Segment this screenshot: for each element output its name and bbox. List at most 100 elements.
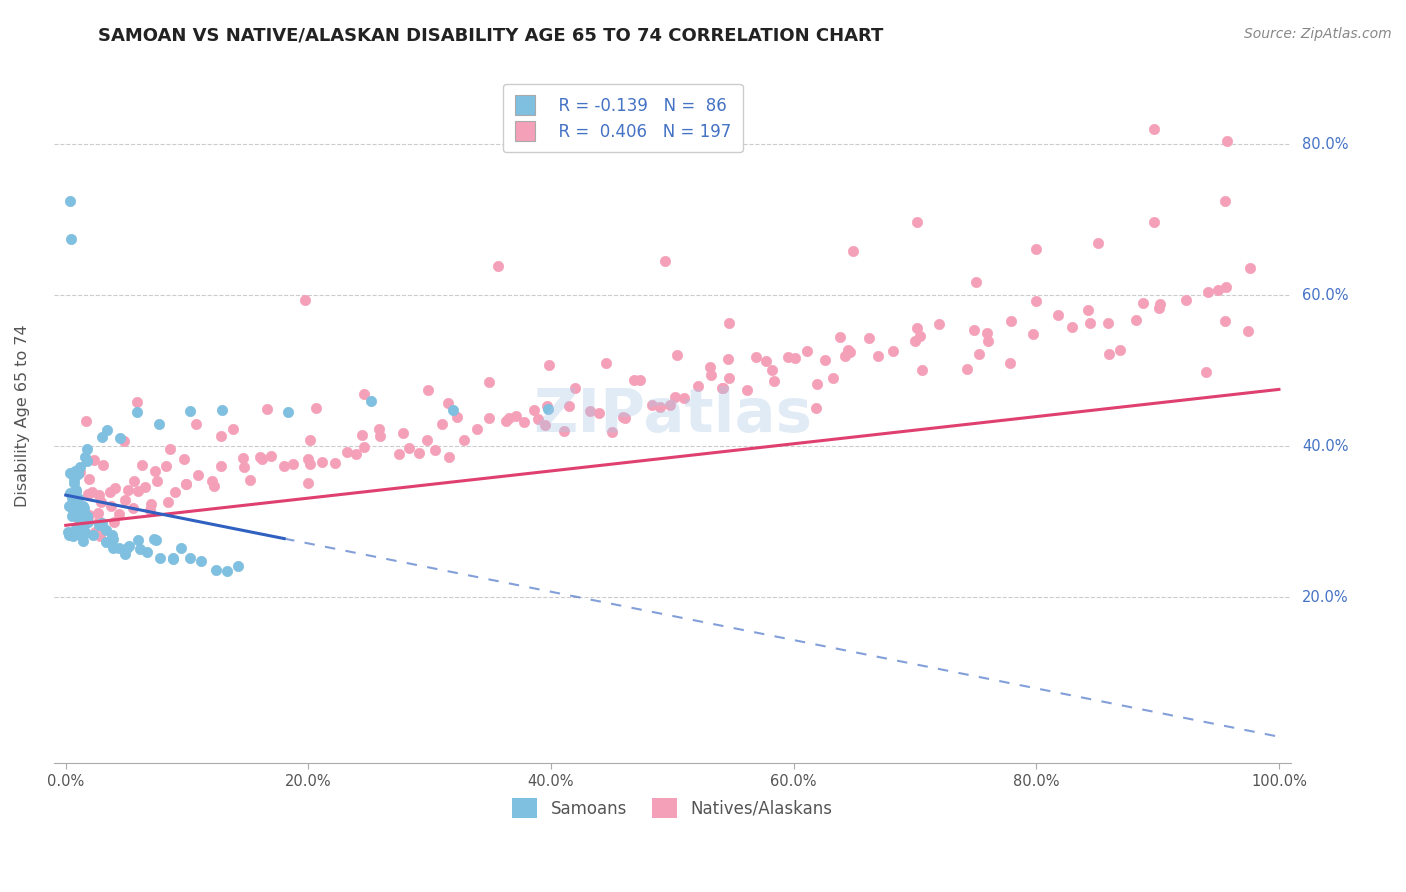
Point <box>65 503 87 517</box>
Point <box>60 509 83 524</box>
Point <box>1175 293 1198 308</box>
Point <box>834 349 856 363</box>
Point <box>112 434 135 448</box>
Point <box>796 343 818 358</box>
Point <box>336 445 359 459</box>
Point <box>256 402 278 417</box>
Point <box>595 356 617 370</box>
Point <box>1025 242 1047 256</box>
Point <box>558 399 581 413</box>
Point <box>66 502 89 516</box>
Point <box>512 415 534 429</box>
Point <box>423 442 446 457</box>
Point <box>156 495 179 509</box>
Point <box>66 491 89 506</box>
Point <box>134 480 156 494</box>
Point <box>536 399 558 413</box>
Point <box>392 425 415 440</box>
Point <box>564 381 586 395</box>
Point <box>783 351 806 366</box>
Point <box>174 477 197 491</box>
Point <box>75 510 97 524</box>
Point <box>163 485 186 500</box>
Point <box>1087 235 1109 250</box>
Point <box>211 403 233 417</box>
Point <box>665 349 688 363</box>
Point <box>108 507 131 521</box>
Point <box>127 533 149 547</box>
Point <box>360 394 382 409</box>
Point <box>73 517 96 532</box>
Point <box>127 395 149 409</box>
Point <box>1216 134 1239 148</box>
Point <box>84 525 107 540</box>
Point <box>187 467 209 482</box>
Point <box>104 481 127 495</box>
Point <box>155 458 177 473</box>
Text: Source: ZipAtlas.com: Source: ZipAtlas.com <box>1244 27 1392 41</box>
Point <box>202 479 225 493</box>
Point <box>446 410 468 425</box>
Point <box>755 354 778 368</box>
Point <box>478 410 501 425</box>
Point <box>249 450 271 464</box>
Point <box>828 329 851 343</box>
Point <box>717 316 740 330</box>
Text: SAMOAN VS NATIVE/ALASKAN DISABILITY AGE 65 TO 74 CORRELATION CHART: SAMOAN VS NATIVE/ALASKAN DISABILITY AGE … <box>98 27 884 45</box>
Point <box>1197 285 1219 300</box>
Point <box>59 486 82 500</box>
Point <box>453 433 475 447</box>
Point <box>101 532 124 546</box>
Point <box>600 425 623 439</box>
Point <box>67 526 90 541</box>
Point <box>122 474 145 488</box>
Point <box>89 529 111 543</box>
Point <box>761 363 783 377</box>
Point <box>388 446 411 460</box>
Point <box>839 344 862 359</box>
Point <box>904 334 927 348</box>
Point <box>89 517 111 532</box>
Point <box>59 194 82 209</box>
Point <box>66 508 89 522</box>
Point <box>125 405 148 419</box>
Point <box>204 563 226 577</box>
Point <box>965 276 987 290</box>
Point <box>837 343 859 358</box>
Point <box>534 417 557 432</box>
Point <box>69 460 91 475</box>
Point <box>778 350 800 364</box>
Point <box>323 456 346 470</box>
Point <box>416 433 439 447</box>
Point <box>842 244 865 258</box>
Point <box>232 460 254 475</box>
Point <box>89 488 111 502</box>
Point <box>76 454 98 468</box>
Point <box>1078 316 1101 330</box>
Point <box>1147 301 1170 316</box>
Y-axis label: Disability Age 65 to 74: Disability Age 65 to 74 <box>15 325 30 508</box>
Point <box>553 425 575 439</box>
Point <box>1213 314 1236 328</box>
Point <box>628 373 651 387</box>
Point <box>344 447 367 461</box>
Point <box>498 411 520 425</box>
Point <box>217 564 239 578</box>
Point <box>94 524 117 538</box>
Point <box>641 398 664 412</box>
Point <box>115 541 138 556</box>
Text: 20.0%: 20.0% <box>1302 590 1348 605</box>
Point <box>277 405 299 419</box>
Point <box>72 499 94 513</box>
Point <box>82 528 104 542</box>
Point <box>1047 309 1070 323</box>
Point <box>1025 293 1047 308</box>
Point <box>62 528 84 542</box>
Point <box>91 430 114 444</box>
Point <box>67 463 90 477</box>
Point <box>118 539 141 553</box>
Point <box>441 403 464 417</box>
Point <box>209 428 232 442</box>
Point <box>101 541 124 556</box>
Point <box>1060 319 1083 334</box>
